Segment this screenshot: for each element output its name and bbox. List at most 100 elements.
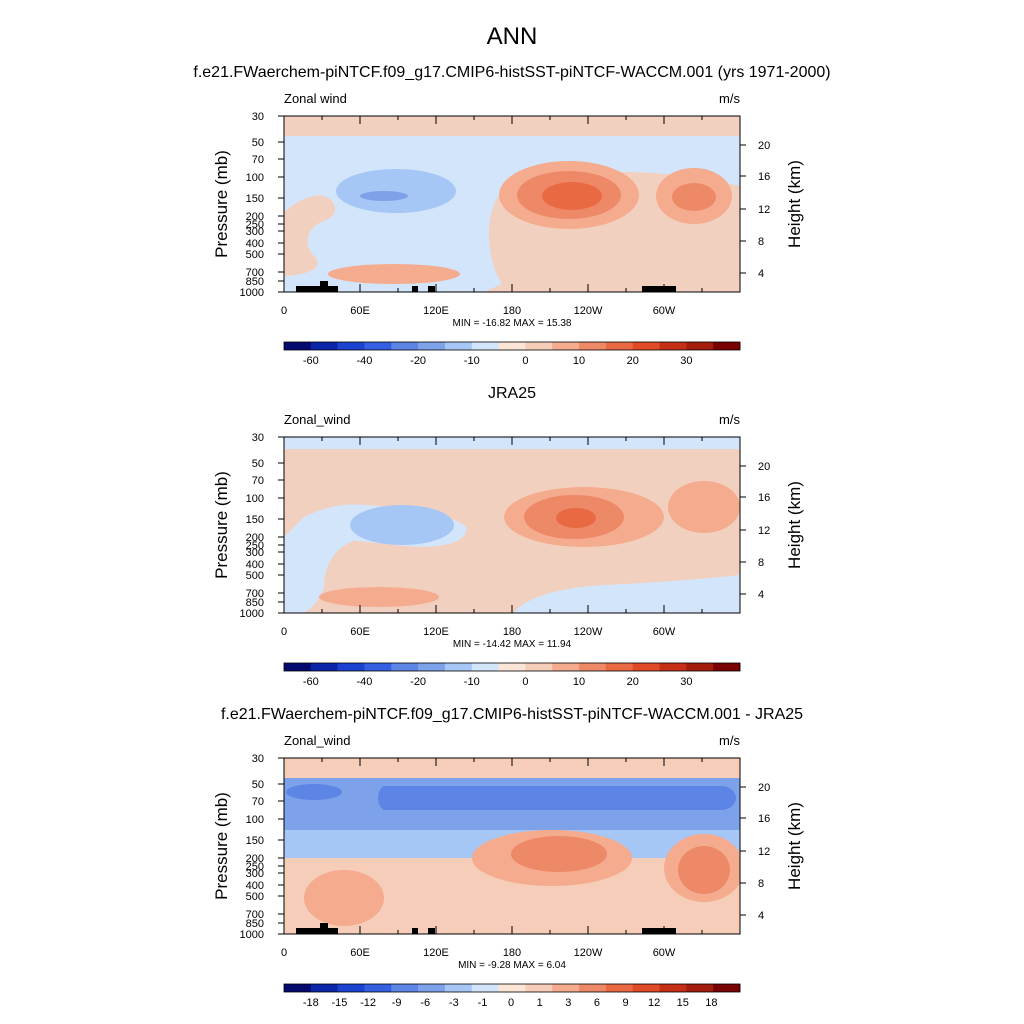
x-tick-label: 120W [574, 626, 603, 638]
colorbar-label: 0 [522, 676, 528, 688]
y-tick-label: 250 [246, 219, 264, 231]
colorbar-swatch [364, 663, 392, 671]
y-axis-title: Pressure (mb) [212, 471, 231, 579]
y-tick-label: 50 [252, 458, 264, 470]
colorbar-swatch [444, 663, 473, 671]
y-tick-label: 70 [252, 475, 264, 487]
colorbar-label: 12 [648, 997, 660, 1009]
colorbar-swatch [337, 984, 365, 992]
contour-band [668, 481, 740, 533]
colorbar-swatch [686, 663, 714, 671]
colorbar-label: 10 [573, 676, 585, 688]
colorbar-swatch [552, 342, 580, 350]
panel-title: f.e21.FWaerchem-piNTCF.f09_g17.CMIP6-his… [193, 64, 830, 81]
x-tick-label: 120E [423, 947, 449, 959]
x-tick-label: 60E [350, 305, 370, 317]
colorbar-swatch [471, 984, 499, 992]
panel-1: f.e21.FWaerchem-piNTCF.f09_g17.CMIP6-his… [193, 64, 830, 367]
y2-tick-label: 8 [758, 878, 764, 890]
topography-mask [642, 286, 676, 292]
panel-variable-label: Zonal wind [284, 91, 347, 106]
colorbar-swatch [632, 984, 660, 992]
y2-axis-title: Height (km) [785, 481, 804, 569]
colorbar-frame [283, 983, 741, 993]
y2-tick-label: 16 [758, 171, 770, 183]
x-tick-label: 60E [350, 947, 370, 959]
panel-variable-label: Zonal_wind [284, 733, 351, 748]
x-tick-label: 180 [503, 626, 521, 638]
y2-tick-label: 20 [758, 140, 770, 152]
x-tick-label: 60W [653, 947, 676, 959]
y-tick-label: 30 [252, 432, 264, 444]
y-tick-label: 200 [246, 211, 264, 223]
colorbar-swatch [713, 984, 741, 992]
plot-area [284, 116, 740, 292]
panel-units-label: m/s [719, 412, 740, 427]
x-tick-label: 120E [423, 626, 449, 638]
colorbar-swatch [686, 984, 714, 992]
colorbar-swatch [659, 984, 687, 992]
y2-tick-label: 20 [758, 461, 770, 473]
y-tick-label: 30 [252, 753, 264, 765]
contour-band [514, 575, 740, 613]
x-tick-label: 0 [281, 626, 287, 638]
y-axis-title: Pressure (mb) [212, 150, 231, 258]
colorbar-label: -60 [303, 355, 319, 367]
colorbar-swatch [364, 342, 392, 350]
colorbar-swatch [418, 342, 446, 350]
contour-band [511, 836, 607, 872]
x-tick-label: 120E [423, 305, 449, 317]
y2-tick-label: 20 [758, 782, 770, 794]
contour-band [556, 508, 596, 528]
topography-mask [428, 286, 435, 292]
colorbar-swatch [337, 663, 365, 671]
colorbar-swatch [391, 663, 419, 671]
colorbar-label: 1 [537, 997, 543, 1009]
y-axis-title: Pressure (mb) [212, 792, 231, 900]
colorbar-swatch [579, 342, 607, 350]
contour-band [319, 587, 439, 607]
y-tick-label: 500 [246, 249, 264, 261]
y2-tick-label: 12 [758, 204, 770, 216]
contour-band [360, 191, 408, 201]
y-tick-label: 300 [246, 547, 264, 559]
colorbar-swatch [632, 342, 660, 350]
y2-axis-title: Height (km) [785, 160, 804, 248]
colorbar-swatch [525, 663, 553, 671]
y-tick-label: 400 [246, 559, 264, 571]
colorbar-swatch [444, 342, 473, 350]
y-tick-label: 1000 [240, 929, 264, 941]
x-tick-label: 60W [653, 305, 676, 317]
y-tick-label: 850 [246, 597, 264, 609]
colorbar-label: 3 [565, 997, 571, 1009]
colorbar-swatch [605, 663, 634, 671]
y2-tick-label: 4 [758, 268, 764, 280]
colorbar-label: -6 [420, 997, 430, 1009]
panel-3: f.e21.FWaerchem-piNTCF.f09_g17.CMIP6-his… [212, 706, 804, 1009]
colorbar-swatch [525, 984, 553, 992]
colorbar-label: -10 [464, 676, 480, 688]
colorbar-label: 9 [622, 997, 628, 1009]
colorbar-swatch [659, 342, 687, 350]
colorbar-label: 0 [508, 997, 514, 1009]
y-tick-label: 700 [246, 588, 264, 600]
colorbar-label: -40 [357, 676, 373, 688]
colorbar-label: -20 [410, 355, 426, 367]
y-tick-label: 50 [252, 779, 264, 791]
colorbar-label: -40 [357, 355, 373, 367]
contour-band [678, 846, 730, 894]
y-tick-label: 150 [246, 193, 264, 205]
y2-tick-label: 12 [758, 525, 770, 537]
colorbar-swatch [498, 984, 526, 992]
panel-title: f.e21.FWaerchem-piNTCF.f09_g17.CMIP6-his… [221, 706, 803, 723]
y-tick-label: 30 [252, 111, 264, 123]
colorbar-swatch [391, 342, 419, 350]
colorbar-label: 20 [627, 676, 639, 688]
y-tick-label: 250 [246, 861, 264, 873]
contour-band [336, 169, 456, 213]
colorbar-swatch [337, 342, 365, 350]
x-tick-label: 180 [503, 305, 521, 317]
contour-band [378, 786, 736, 810]
